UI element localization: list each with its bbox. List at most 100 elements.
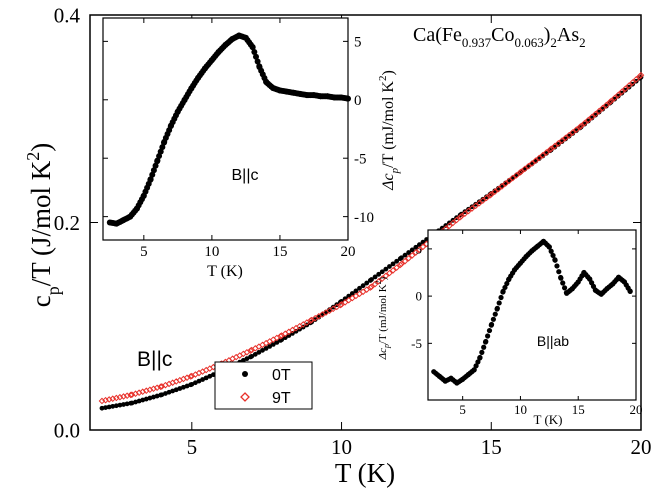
- data-point-9T: [569, 129, 577, 136]
- lower-inset-data-point: [556, 269, 562, 275]
- legend-marker-0T: [242, 371, 248, 377]
- lower-inset-data-point: [498, 294, 504, 301]
- upper-inset-x-axis-label: T (K): [207, 263, 243, 280]
- data-point-9T: [618, 88, 626, 96]
- data-point-0T: [200, 377, 205, 382]
- data-point-0T: [103, 405, 108, 410]
- upper-inset-y-tick-label: 5: [354, 35, 362, 51]
- data-point-0T: [409, 247, 415, 253]
- data-point-9T: [495, 185, 502, 193]
- data-point-9T: [259, 341, 266, 349]
- data-point-0T: [193, 380, 198, 386]
- lower-inset-data-point: [500, 288, 506, 294]
- lower-inset-x-tick-label: 5: [459, 402, 466, 417]
- lower-inset-data-point: [548, 248, 554, 254]
- lower-inset-series-group: [431, 238, 633, 386]
- main-x-axis-label: T (K): [335, 458, 395, 488]
- upper-inset-data-point: [254, 58, 261, 65]
- lower-inset-y-tick-label: 0: [416, 289, 423, 304]
- data-point-0T: [263, 345, 269, 351]
- data-point-9T: [505, 177, 513, 185]
- main-x-tick-label: 15: [481, 435, 502, 459]
- data-point-9T: [401, 257, 409, 265]
- data-point-9T: [461, 210, 469, 217]
- upper-inset-y-tick-label: 0: [354, 93, 362, 109]
- data-point-0T: [376, 271, 382, 277]
- lower-inset-data-point: [496, 300, 502, 306]
- lower-inset-data-point: [546, 244, 552, 250]
- main-y-axis-label: cp/T (J/mol K2): [23, 143, 63, 308]
- data-point-0T: [353, 288, 359, 294]
- data-point-9T: [611, 94, 618, 102]
- data-point-0T: [151, 394, 156, 400]
- lower-inset-data-point: [486, 327, 493, 334]
- data-point-9T: [408, 252, 416, 259]
- data-point-9T: [371, 280, 379, 288]
- data-point-9T: [547, 145, 555, 153]
- data-point-0T: [113, 403, 119, 409]
- data-point-0T: [548, 147, 554, 153]
- data-point-9T: [565, 131, 573, 139]
- data-point-9T: [389, 267, 397, 274]
- main-series-group: [98, 71, 645, 411]
- lower-inset-data-point: [627, 288, 633, 294]
- data-point-0T: [136, 398, 142, 404]
- data-point-9T: [419, 243, 427, 251]
- lower-inset-data-point: [552, 257, 558, 263]
- data-point-9T: [446, 222, 453, 230]
- data-point-9T: [528, 160, 536, 167]
- data-point-9T: [479, 197, 487, 204]
- data-point-9T: [382, 272, 390, 280]
- data-point-9T: [386, 269, 393, 277]
- upper-inset-data-point: [251, 48, 258, 55]
- data-point-0T: [110, 403, 116, 409]
- data-point-9T: [632, 76, 640, 83]
- data-point-9T: [614, 91, 622, 99]
- lower-inset-data-point: [473, 363, 479, 369]
- data-point-9T: [453, 216, 460, 224]
- data-point-0T: [413, 244, 419, 250]
- legend-marker-9T: [240, 392, 250, 402]
- data-point-0T: [267, 343, 273, 349]
- data-point-0T: [383, 266, 389, 272]
- lower-inset-data-point: [504, 280, 510, 287]
- data-point-9T: [458, 212, 465, 220]
- data-point-9T: [475, 199, 483, 207]
- lower-inset-x-axis-label: T (K): [533, 412, 562, 427]
- data-point-0T: [99, 405, 105, 411]
- data-point-9T: [375, 278, 382, 285]
- data-point-9T: [555, 140, 562, 147]
- lower-inset-data-point: [477, 354, 483, 361]
- data-point-9T: [607, 97, 615, 105]
- upper-inset-data-point: [345, 95, 351, 102]
- data-point-0T: [399, 255, 404, 261]
- data-point-9T: [625, 82, 633, 89]
- data-point-9T: [472, 202, 480, 210]
- data-point-0T: [372, 274, 378, 280]
- lower-inset-x-tick-label: 10: [514, 402, 527, 417]
- data-point-0T: [244, 356, 250, 362]
- data-point-0T: [364, 280, 370, 286]
- data-point-9T: [581, 119, 589, 127]
- data-point-9T: [502, 180, 509, 187]
- lower-inset-data-point: [471, 367, 477, 373]
- data-point-0T: [252, 351, 258, 357]
- data-point-0T: [270, 341, 276, 347]
- data-point-9T: [577, 122, 585, 130]
- main-y-tick-label: 0.4: [54, 3, 81, 27]
- data-point-9T: [539, 151, 547, 159]
- data-point-9T: [592, 110, 599, 118]
- data-point-9T: [187, 373, 194, 380]
- data-point-9T: [517, 168, 525, 175]
- data-point-9T: [588, 113, 596, 121]
- data-point-0T: [402, 252, 408, 258]
- legend-box: [214, 361, 313, 410]
- upper-inset-y-tick-label: -5: [354, 151, 367, 167]
- data-point-0T: [394, 258, 400, 264]
- data-point-0T: [117, 402, 123, 408]
- data-point-9T: [509, 174, 517, 182]
- data-point-9T: [378, 275, 386, 282]
- data-point-0T: [578, 124, 584, 130]
